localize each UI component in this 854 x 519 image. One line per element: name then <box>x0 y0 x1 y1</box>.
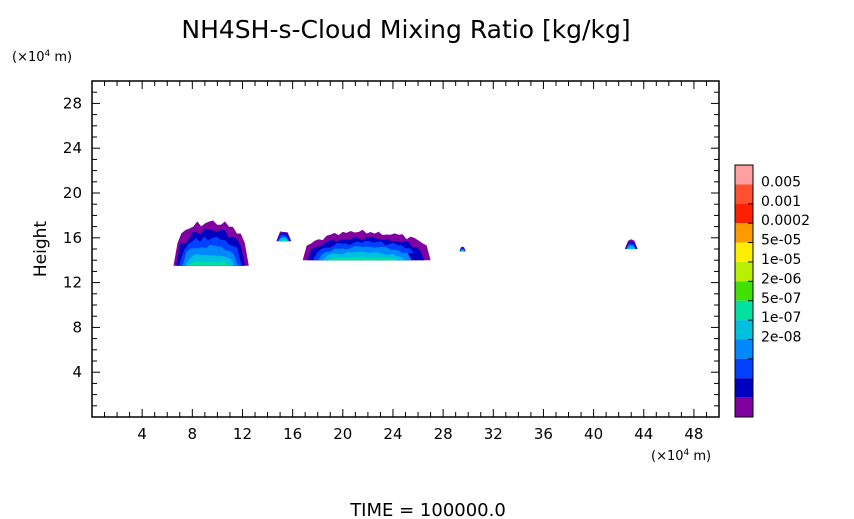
chart-title: NH4SH-s-Cloud Mixing Ratio [kg/kg] <box>181 15 630 44</box>
colorbar: 0.005 0.001 0.0002 5e-05 1e-05 2e-06 5e-07 1e-0… <box>734 164 810 418</box>
y-tick-label: 24 <box>63 139 82 157</box>
colorbar-label: 5e-07 <box>761 291 801 307</box>
colorbar-label: 1e-05 <box>761 252 801 268</box>
y-axis-label: Height <box>31 221 51 278</box>
colorbar-band <box>735 223 753 243</box>
colorbar-frame <box>734 164 754 418</box>
y-axis-ticks: 4 8 12 16 20 24 28 <box>63 91 719 407</box>
cloud-contour <box>279 240 288 242</box>
cloud-contour <box>328 256 399 261</box>
y-tick-label: 16 <box>63 229 82 247</box>
x-tick-label: 12 <box>233 425 252 443</box>
x-tick-label: 24 <box>383 425 402 443</box>
colorbar-band <box>735 242 753 262</box>
x-tick-label: 8 <box>188 425 198 443</box>
x-tick-label: 4 <box>137 425 147 443</box>
x-tick-label: 20 <box>333 425 352 443</box>
colorbar-label: 0.001 <box>761 194 801 210</box>
colorbar-label: 0.0002 <box>761 213 810 229</box>
x-tick-label: 44 <box>634 425 653 443</box>
y-tick-label: 12 <box>63 274 82 292</box>
x-axis-ticks: 4 8 12 16 20 24 28 32 36 40 44 48 <box>104 81 707 443</box>
time-footer: TIME = 100000.0 <box>349 500 506 519</box>
x-tick-label: 28 <box>434 425 453 443</box>
x-tick-label: 40 <box>584 425 603 443</box>
colorbar-band <box>735 203 753 224</box>
colorbar-band <box>735 165 753 185</box>
colorbar-label: 0.005 <box>761 174 801 190</box>
colorbar-band <box>735 378 753 398</box>
cloud-field <box>173 220 638 266</box>
y-tick-label: 28 <box>63 94 82 112</box>
colorbar-band <box>735 358 753 379</box>
colorbar-label: 5e-05 <box>761 233 801 249</box>
colorbar-band <box>735 261 753 282</box>
x-unit-label: (×104 m) <box>651 448 711 464</box>
y-tick-label: 4 <box>72 363 82 381</box>
x-tick-label: 16 <box>283 425 302 443</box>
y-unit-label: (×104 m) <box>12 49 72 65</box>
colorbar-label: 1e-07 <box>761 310 801 326</box>
colorbar-band <box>735 339 753 359</box>
colorbar-band <box>735 281 753 301</box>
x-tick-label: 36 <box>534 425 553 443</box>
colorbar-band <box>735 300 753 321</box>
y-tick-label: 20 <box>63 184 82 202</box>
x-tick-label: 32 <box>484 425 503 443</box>
cloud-contour <box>460 249 465 252</box>
y-tick-label: 8 <box>72 318 82 336</box>
colorbar-band <box>735 397 753 417</box>
colorbar-label: 2e-06 <box>761 271 801 287</box>
colorbar-band <box>735 320 753 340</box>
cloud-contour <box>188 260 230 266</box>
x-tick-label: 48 <box>684 425 703 443</box>
cloud-contour <box>626 246 635 249</box>
colorbar-band <box>735 184 753 204</box>
colorbar-label: 2e-08 <box>761 330 801 346</box>
